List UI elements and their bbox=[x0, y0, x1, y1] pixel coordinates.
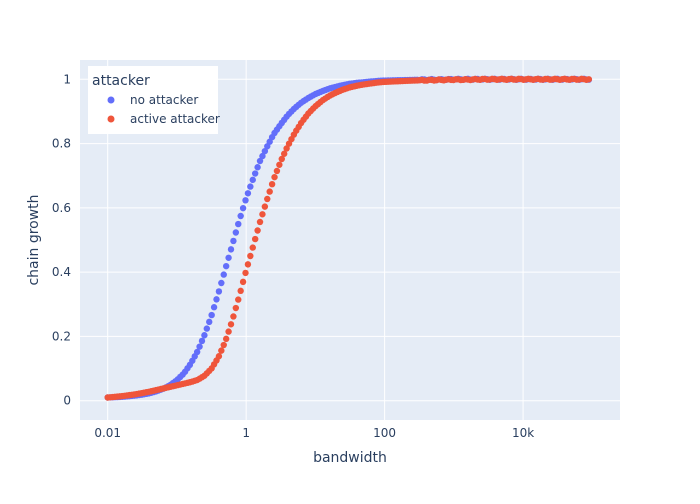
data-point bbox=[235, 220, 242, 228]
data-point bbox=[266, 188, 273, 195]
data-point bbox=[585, 76, 593, 83]
data-point bbox=[256, 157, 264, 165]
data-point bbox=[261, 147, 269, 155]
data-point bbox=[247, 252, 254, 260]
series-active-attacker bbox=[104, 75, 593, 401]
data-point bbox=[283, 145, 290, 152]
data-point bbox=[237, 287, 244, 295]
x-tick-labels: 0.01 1 100 10k bbox=[94, 426, 534, 440]
legend[interactable]: attacker no attacker active attacker bbox=[88, 66, 220, 134]
data-point bbox=[264, 195, 271, 203]
y-tick-label: 0 bbox=[63, 394, 71, 408]
x-tick-label: 10k bbox=[512, 426, 534, 440]
legend-marker-active-attacker bbox=[107, 115, 115, 123]
data-point bbox=[203, 325, 211, 332]
data-point bbox=[208, 311, 215, 319]
y-tick-label: 0.8 bbox=[52, 137, 71, 151]
data-point bbox=[206, 318, 213, 326]
x-tick-label: 100 bbox=[373, 426, 396, 440]
data-point bbox=[222, 262, 230, 270]
data-point bbox=[230, 313, 237, 320]
data-point bbox=[237, 212, 244, 220]
data-point bbox=[249, 244, 256, 251]
data-point bbox=[220, 271, 227, 278]
data-point bbox=[230, 237, 237, 245]
y-tick-labels: 0 0.2 0.4 0.6 0.8 1 bbox=[52, 72, 71, 407]
data-point bbox=[232, 304, 240, 312]
data-point bbox=[259, 211, 266, 218]
y-tick-label: 0.6 bbox=[52, 201, 71, 215]
data-point bbox=[235, 296, 242, 303]
data-point bbox=[249, 176, 256, 184]
data-point bbox=[218, 279, 225, 287]
data-point bbox=[244, 190, 252, 197]
data-point bbox=[278, 155, 285, 163]
data-point bbox=[220, 341, 227, 349]
y-tick-label: 1 bbox=[63, 72, 71, 86]
grid-lines bbox=[80, 60, 620, 420]
data-point bbox=[193, 348, 201, 356]
data-point bbox=[213, 296, 220, 303]
data-point bbox=[239, 278, 247, 286]
x-axis-title: bandwidth bbox=[313, 450, 387, 466]
data-point bbox=[276, 161, 283, 168]
data-point bbox=[227, 246, 235, 253]
data-point bbox=[239, 204, 247, 212]
data-point bbox=[201, 332, 208, 339]
y-tick-label: 0.2 bbox=[52, 329, 71, 343]
x-tick-label: 1 bbox=[242, 426, 250, 440]
data-point bbox=[251, 170, 259, 177]
data-point bbox=[215, 353, 223, 360]
data-point bbox=[242, 197, 249, 204]
data-point bbox=[196, 343, 203, 350]
data-point bbox=[215, 288, 223, 295]
data-point bbox=[254, 164, 261, 171]
data-point bbox=[259, 152, 266, 160]
data-point bbox=[227, 321, 235, 328]
legend-label-no-attacker[interactable]: no attacker bbox=[130, 93, 198, 107]
data-point bbox=[268, 180, 276, 188]
data-point bbox=[218, 347, 225, 354]
data-point bbox=[247, 183, 254, 190]
y-tick-label: 0.4 bbox=[52, 265, 71, 279]
data-point bbox=[254, 227, 261, 234]
data-point bbox=[225, 254, 232, 261]
data-point bbox=[225, 328, 232, 335]
legend-label-active-attacker[interactable]: active attacker bbox=[130, 112, 220, 126]
data-point bbox=[261, 203, 269, 210]
data-point bbox=[271, 173, 278, 181]
data-point bbox=[198, 337, 206, 345]
data-point bbox=[232, 229, 240, 236]
data-points bbox=[104, 75, 593, 401]
data-point bbox=[280, 150, 288, 157]
data-point bbox=[244, 261, 252, 268]
data-point bbox=[222, 335, 230, 343]
data-point bbox=[273, 167, 281, 175]
data-point bbox=[251, 235, 259, 243]
legend-marker-no-attacker bbox=[107, 96, 115, 104]
legend-title: attacker bbox=[92, 73, 150, 89]
data-point bbox=[210, 304, 218, 311]
y-axis-title: chain growth bbox=[26, 194, 42, 285]
data-point bbox=[256, 218, 264, 226]
data-point bbox=[242, 269, 249, 277]
x-tick-label: 0.01 bbox=[94, 426, 121, 440]
